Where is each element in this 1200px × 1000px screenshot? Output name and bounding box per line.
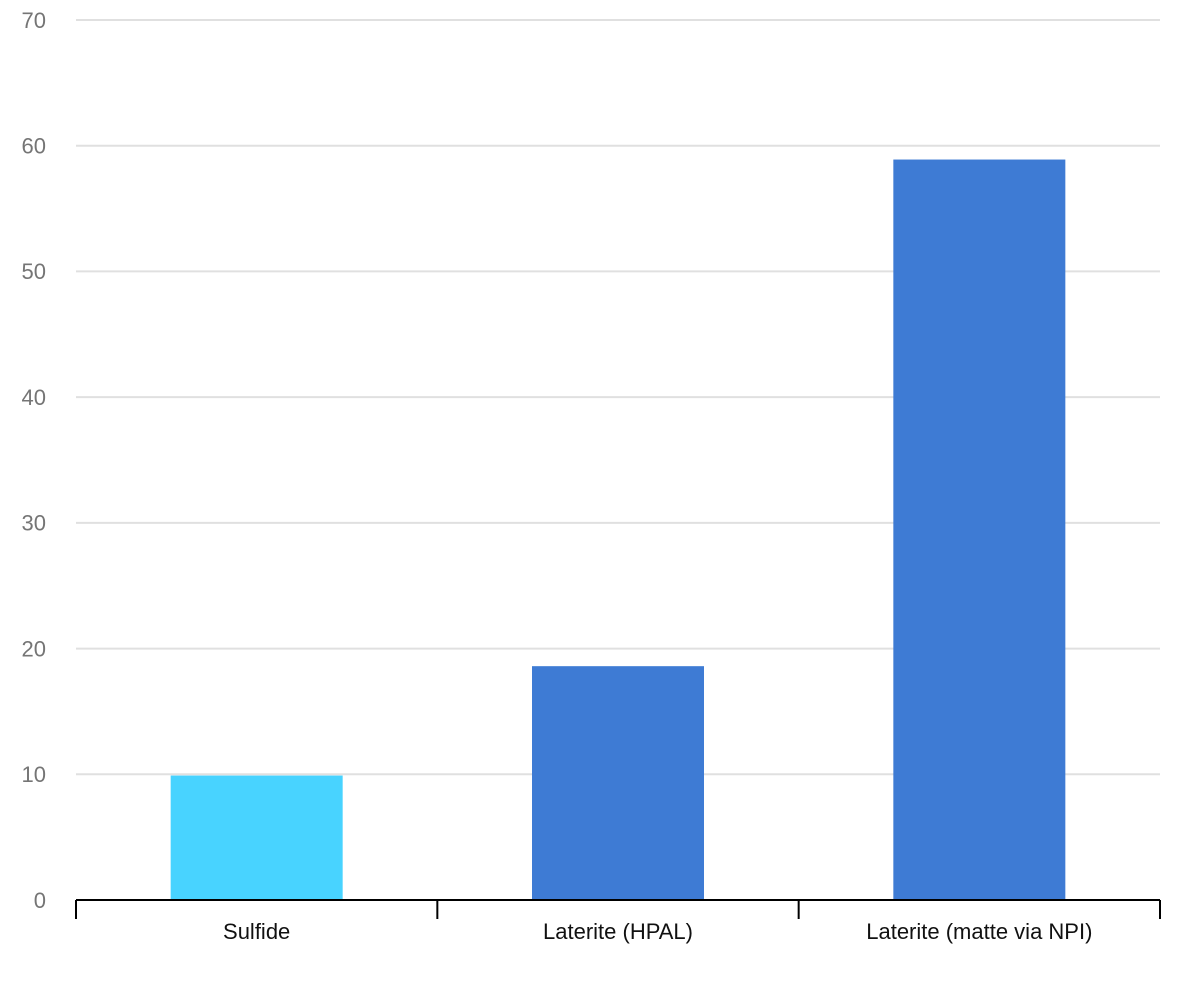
y-tick-label: 20 [22, 636, 46, 661]
y-tick-label: 60 [22, 134, 46, 159]
y-tick-label: 0 [34, 888, 46, 913]
y-tick-label: 40 [22, 385, 46, 410]
x-tick-label: Laterite (HPAL) [543, 919, 693, 944]
bar [532, 666, 704, 900]
y-tick-label: 10 [22, 762, 46, 787]
bar [170, 775, 343, 900]
x-tick-label: Laterite (matte via NPI) [866, 919, 1092, 944]
y-tick-label: 30 [22, 511, 46, 536]
y-tick-label: 70 [22, 8, 46, 33]
x-tick-label: Sulfide [223, 919, 290, 944]
bar [893, 159, 1066, 901]
y-tick-label: 50 [22, 259, 46, 284]
